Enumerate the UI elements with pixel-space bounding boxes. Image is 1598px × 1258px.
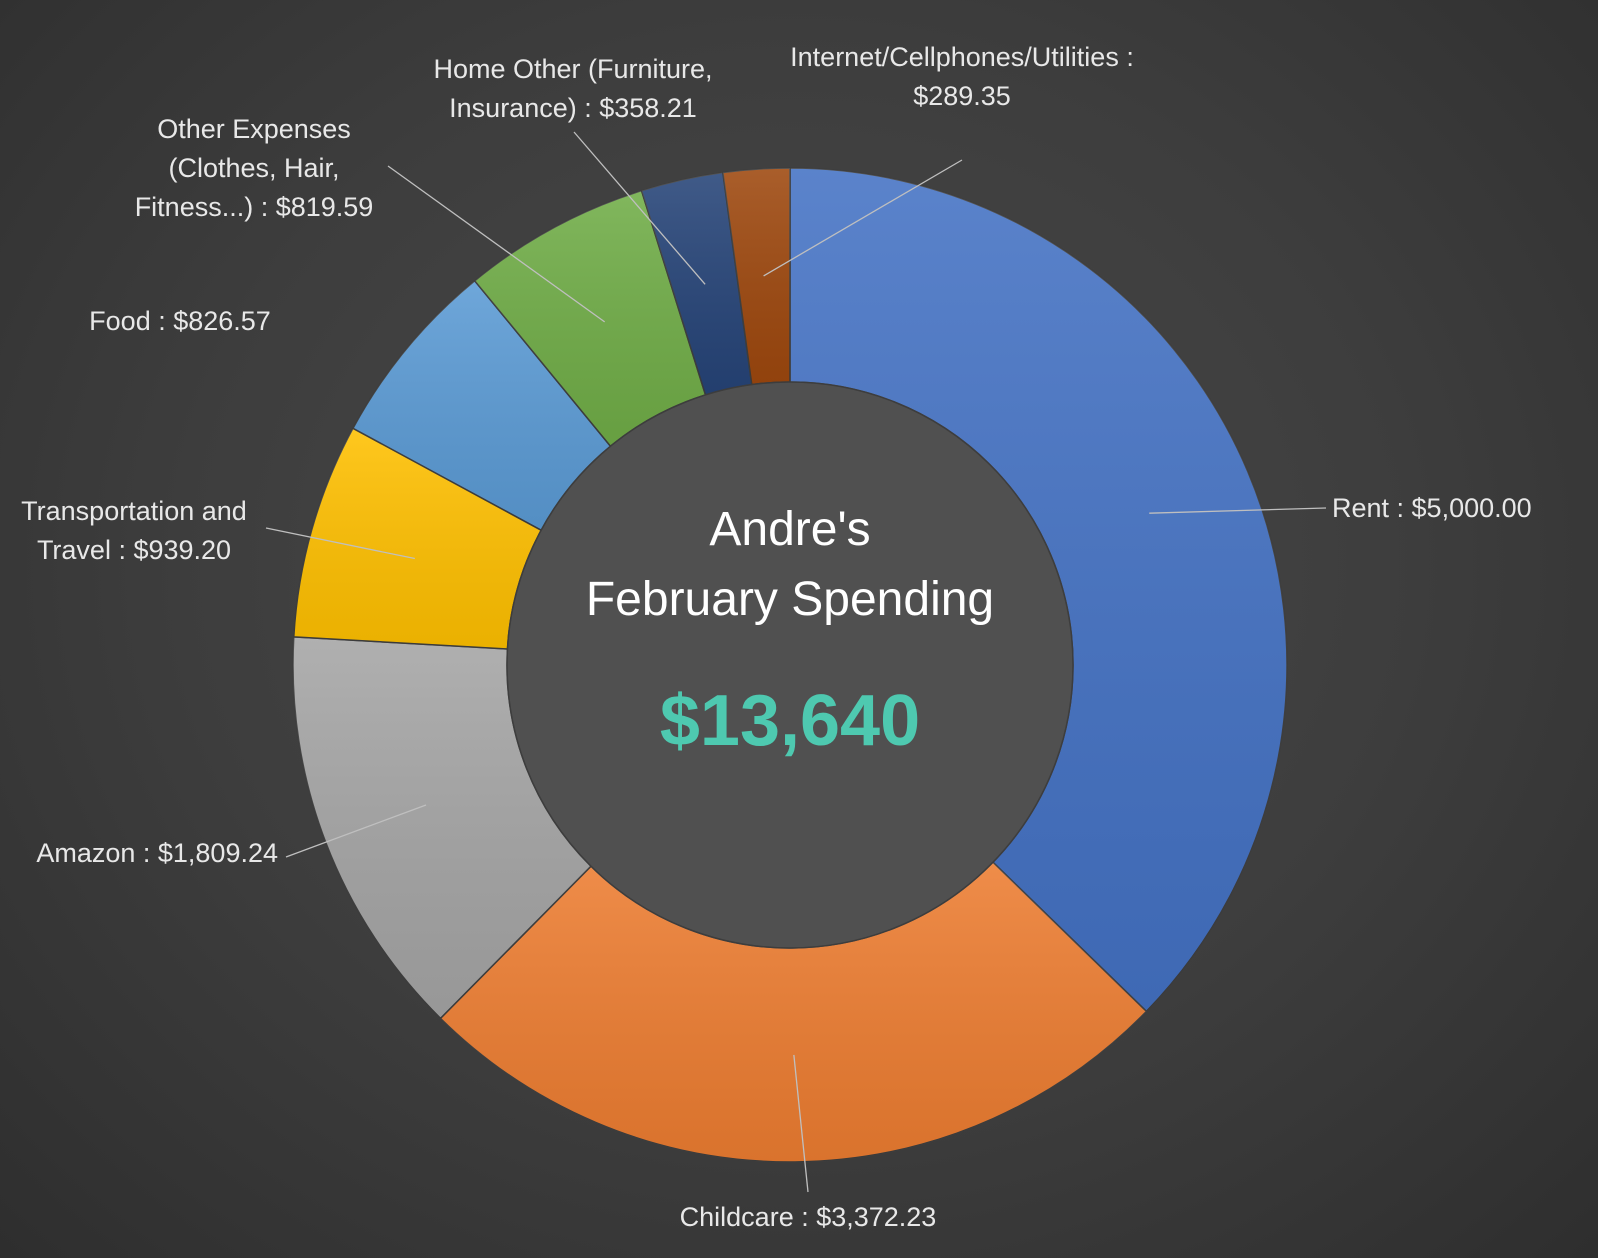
leader-line bbox=[763, 159, 963, 277]
data-labels: Rent : $5,000.00 Childcare : $3,372.23 Ama… bbox=[21, 42, 1531, 1232]
pie-slice-7 bbox=[640, 171, 753, 396]
data-label: Food : $826.57 bbox=[89, 306, 271, 336]
donut-hole bbox=[506, 381, 1074, 949]
slices-layer bbox=[292, 167, 1288, 1163]
pie-slice-shade bbox=[474, 190, 706, 447]
chart-title-line-1: Andre's bbox=[709, 503, 870, 556]
pie-slice-4 bbox=[293, 427, 543, 650]
pie-slice-shade bbox=[293, 428, 542, 650]
chart-title-line-2: February Spending bbox=[586, 573, 994, 626]
data-label: Childcare : $3,372.23 bbox=[680, 1202, 937, 1232]
pie-slice-shade bbox=[641, 172, 752, 395]
leader-lines bbox=[265, 131, 1327, 1193]
data-label: Amazon : $1,809.24 bbox=[36, 838, 278, 868]
pie-slice-shade bbox=[293, 636, 591, 1019]
pie-slice-3 bbox=[292, 636, 593, 1020]
pie-slice-shade bbox=[722, 168, 790, 385]
pie-slice-8 bbox=[722, 167, 791, 386]
leader-line bbox=[387, 165, 606, 323]
pie-slice-2 bbox=[439, 861, 1148, 1163]
total-amount: $13,640 bbox=[660, 681, 920, 761]
leader-line bbox=[573, 131, 706, 285]
leader-line bbox=[265, 527, 415, 560]
leader-line bbox=[1149, 507, 1327, 514]
data-label: Transportation and Travel : $939.20 bbox=[21, 496, 247, 565]
pie-slice-shade bbox=[440, 862, 1147, 1163]
leader-line bbox=[285, 804, 427, 858]
pie-slice-shade bbox=[790, 168, 1287, 1012]
data-label: Home Other (Furniture, Insurance) : $358.… bbox=[433, 54, 712, 123]
data-label: Rent : $5,000.00 bbox=[1332, 493, 1532, 523]
data-label: Internet/Cellphones/Utilities : $289.35 bbox=[790, 42, 1134, 111]
leader-line bbox=[793, 1054, 809, 1193]
data-label: Other Expenses (Clothes, Hair, Fitness...)… bbox=[135, 114, 374, 222]
pie-slice-shade bbox=[352, 280, 611, 531]
